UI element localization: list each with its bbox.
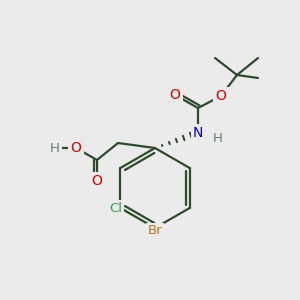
Text: N: N <box>193 126 203 140</box>
Text: O: O <box>216 89 226 103</box>
Text: Br: Br <box>148 224 162 238</box>
Text: O: O <box>70 141 81 155</box>
Text: Cl: Cl <box>109 202 122 214</box>
Text: O: O <box>169 88 180 102</box>
Text: H: H <box>50 142 60 154</box>
Text: O: O <box>92 174 102 188</box>
Text: H: H <box>213 131 223 145</box>
